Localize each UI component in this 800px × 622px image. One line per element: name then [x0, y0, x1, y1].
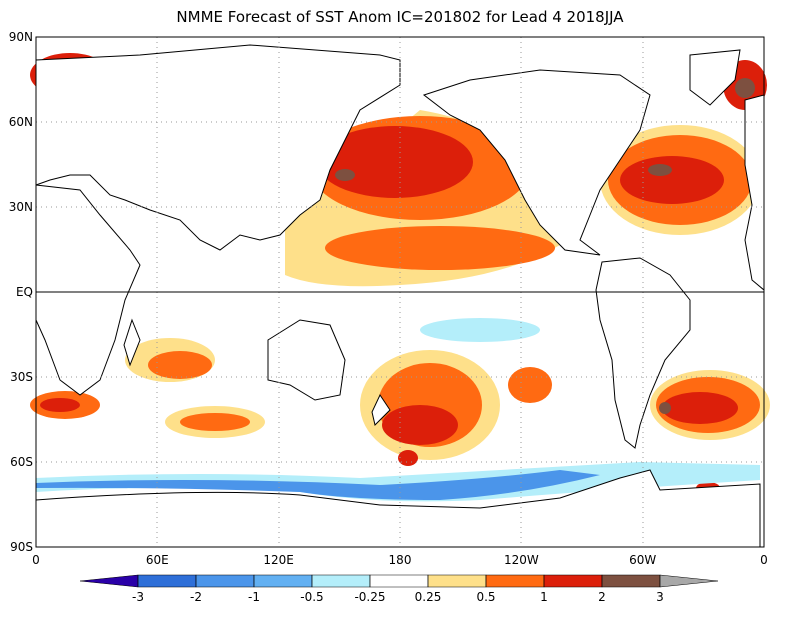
colorbar: -3 -2 -1 -0.5 -0.25 0.25 0.5 1 2 3	[79, 574, 719, 604]
lon-label: 180	[389, 553, 412, 567]
colorbar-label: -0.5	[300, 590, 323, 604]
colorbar-label: 0.25	[415, 590, 442, 604]
lon-label: 120E	[263, 553, 294, 567]
lon-label: 0	[32, 553, 40, 567]
colorbar-low-arrow	[79, 574, 139, 588]
colorbar-label: -1	[248, 590, 260, 604]
colorbar-segment	[195, 574, 255, 588]
colorbar-label: 1	[540, 590, 548, 604]
lat-label: 90N	[9, 30, 33, 44]
colorbar-label: 0.5	[476, 590, 495, 604]
lon-label: 60E	[146, 553, 169, 567]
colorbar-segment	[601, 574, 661, 588]
colorbar-label: -3	[132, 590, 144, 604]
map-frame	[35, 36, 765, 548]
lat-label: 90S	[10, 540, 33, 554]
colorbar-segment	[253, 574, 313, 588]
lat-label: 30S	[10, 370, 33, 384]
lat-label: EQ	[16, 285, 33, 299]
colorbar-label: 2	[598, 590, 606, 604]
lon-label: 120W	[504, 553, 539, 567]
map-title: NMME Forecast of SST Anom IC=201802 for …	[176, 8, 624, 26]
anomaly-field	[30, 53, 770, 502]
land	[35, 44, 765, 548]
colorbar-high-arrow	[659, 574, 719, 588]
colorbar-segment	[137, 574, 197, 588]
colorbar-segment	[485, 574, 545, 588]
lat-label: 30N	[9, 200, 33, 214]
colorbar-segment	[311, 574, 371, 588]
colorbar-segment	[427, 574, 487, 588]
colorbar-segment	[543, 574, 603, 588]
colorbar-segment	[369, 574, 429, 588]
lat-label: 60S	[10, 455, 33, 469]
lon-label: 0	[760, 553, 768, 567]
grid	[36, 37, 764, 547]
colorbar-label: -2	[190, 590, 202, 604]
colorbar-label: -0.25	[354, 590, 385, 604]
colorbar-label: 3	[656, 590, 664, 604]
lon-label: 60W	[629, 553, 656, 567]
lat-label: 60N	[9, 115, 33, 129]
